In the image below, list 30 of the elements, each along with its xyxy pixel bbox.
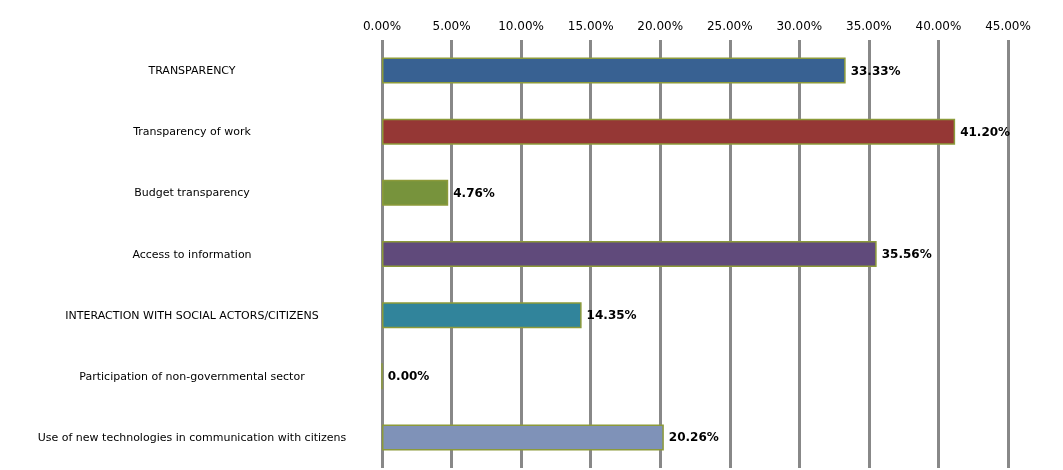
y-tick-label: Participation of non-governmental sector [79, 369, 306, 383]
y-tick-label: Budget transparency [134, 186, 251, 200]
x-tick-label: 0.00% [362, 19, 402, 33]
data-label: 0.00% [387, 369, 430, 384]
data-label: 20.26% [668, 430, 719, 445]
x-tick-label: 30.00% [776, 19, 823, 33]
x-tick-label: 35.00% [846, 19, 892, 33]
data-label: 14.35% [586, 308, 637, 323]
bar [382, 118, 956, 145]
x-tick-label: 10.00% [498, 19, 544, 33]
bar [382, 302, 582, 329]
x-tick-label: 5.00% [432, 19, 471, 33]
y-tick-label: Access to information [132, 247, 252, 261]
x-tick-label: 15.00% [567, 19, 614, 33]
x-tick-label: 45.00% [985, 19, 1031, 33]
x-tick-label: 20.00% [637, 19, 684, 33]
x-tick-label: 25.00% [706, 19, 753, 33]
data-label: 33.33% [850, 63, 901, 78]
data-label: 41.20% [960, 124, 1011, 139]
x-tick-label: 40.00% [915, 19, 962, 33]
data-label: 35.56% [881, 247, 932, 261]
bar [382, 424, 664, 451]
bar [382, 241, 877, 267]
y-tick-label: INTERACTION WITH SOCIAL ACTORS/CITIZENS [65, 308, 319, 322]
y-tick-label: Use of new technologies in communication with citizens [37, 430, 347, 444]
y-tick-label: TRANSPARENCY [147, 64, 236, 78]
bar [382, 179, 449, 206]
data-label: 4.76% [453, 185, 495, 200]
y-tick-label: Transparency of work [132, 125, 252, 139]
bar [382, 57, 846, 84]
